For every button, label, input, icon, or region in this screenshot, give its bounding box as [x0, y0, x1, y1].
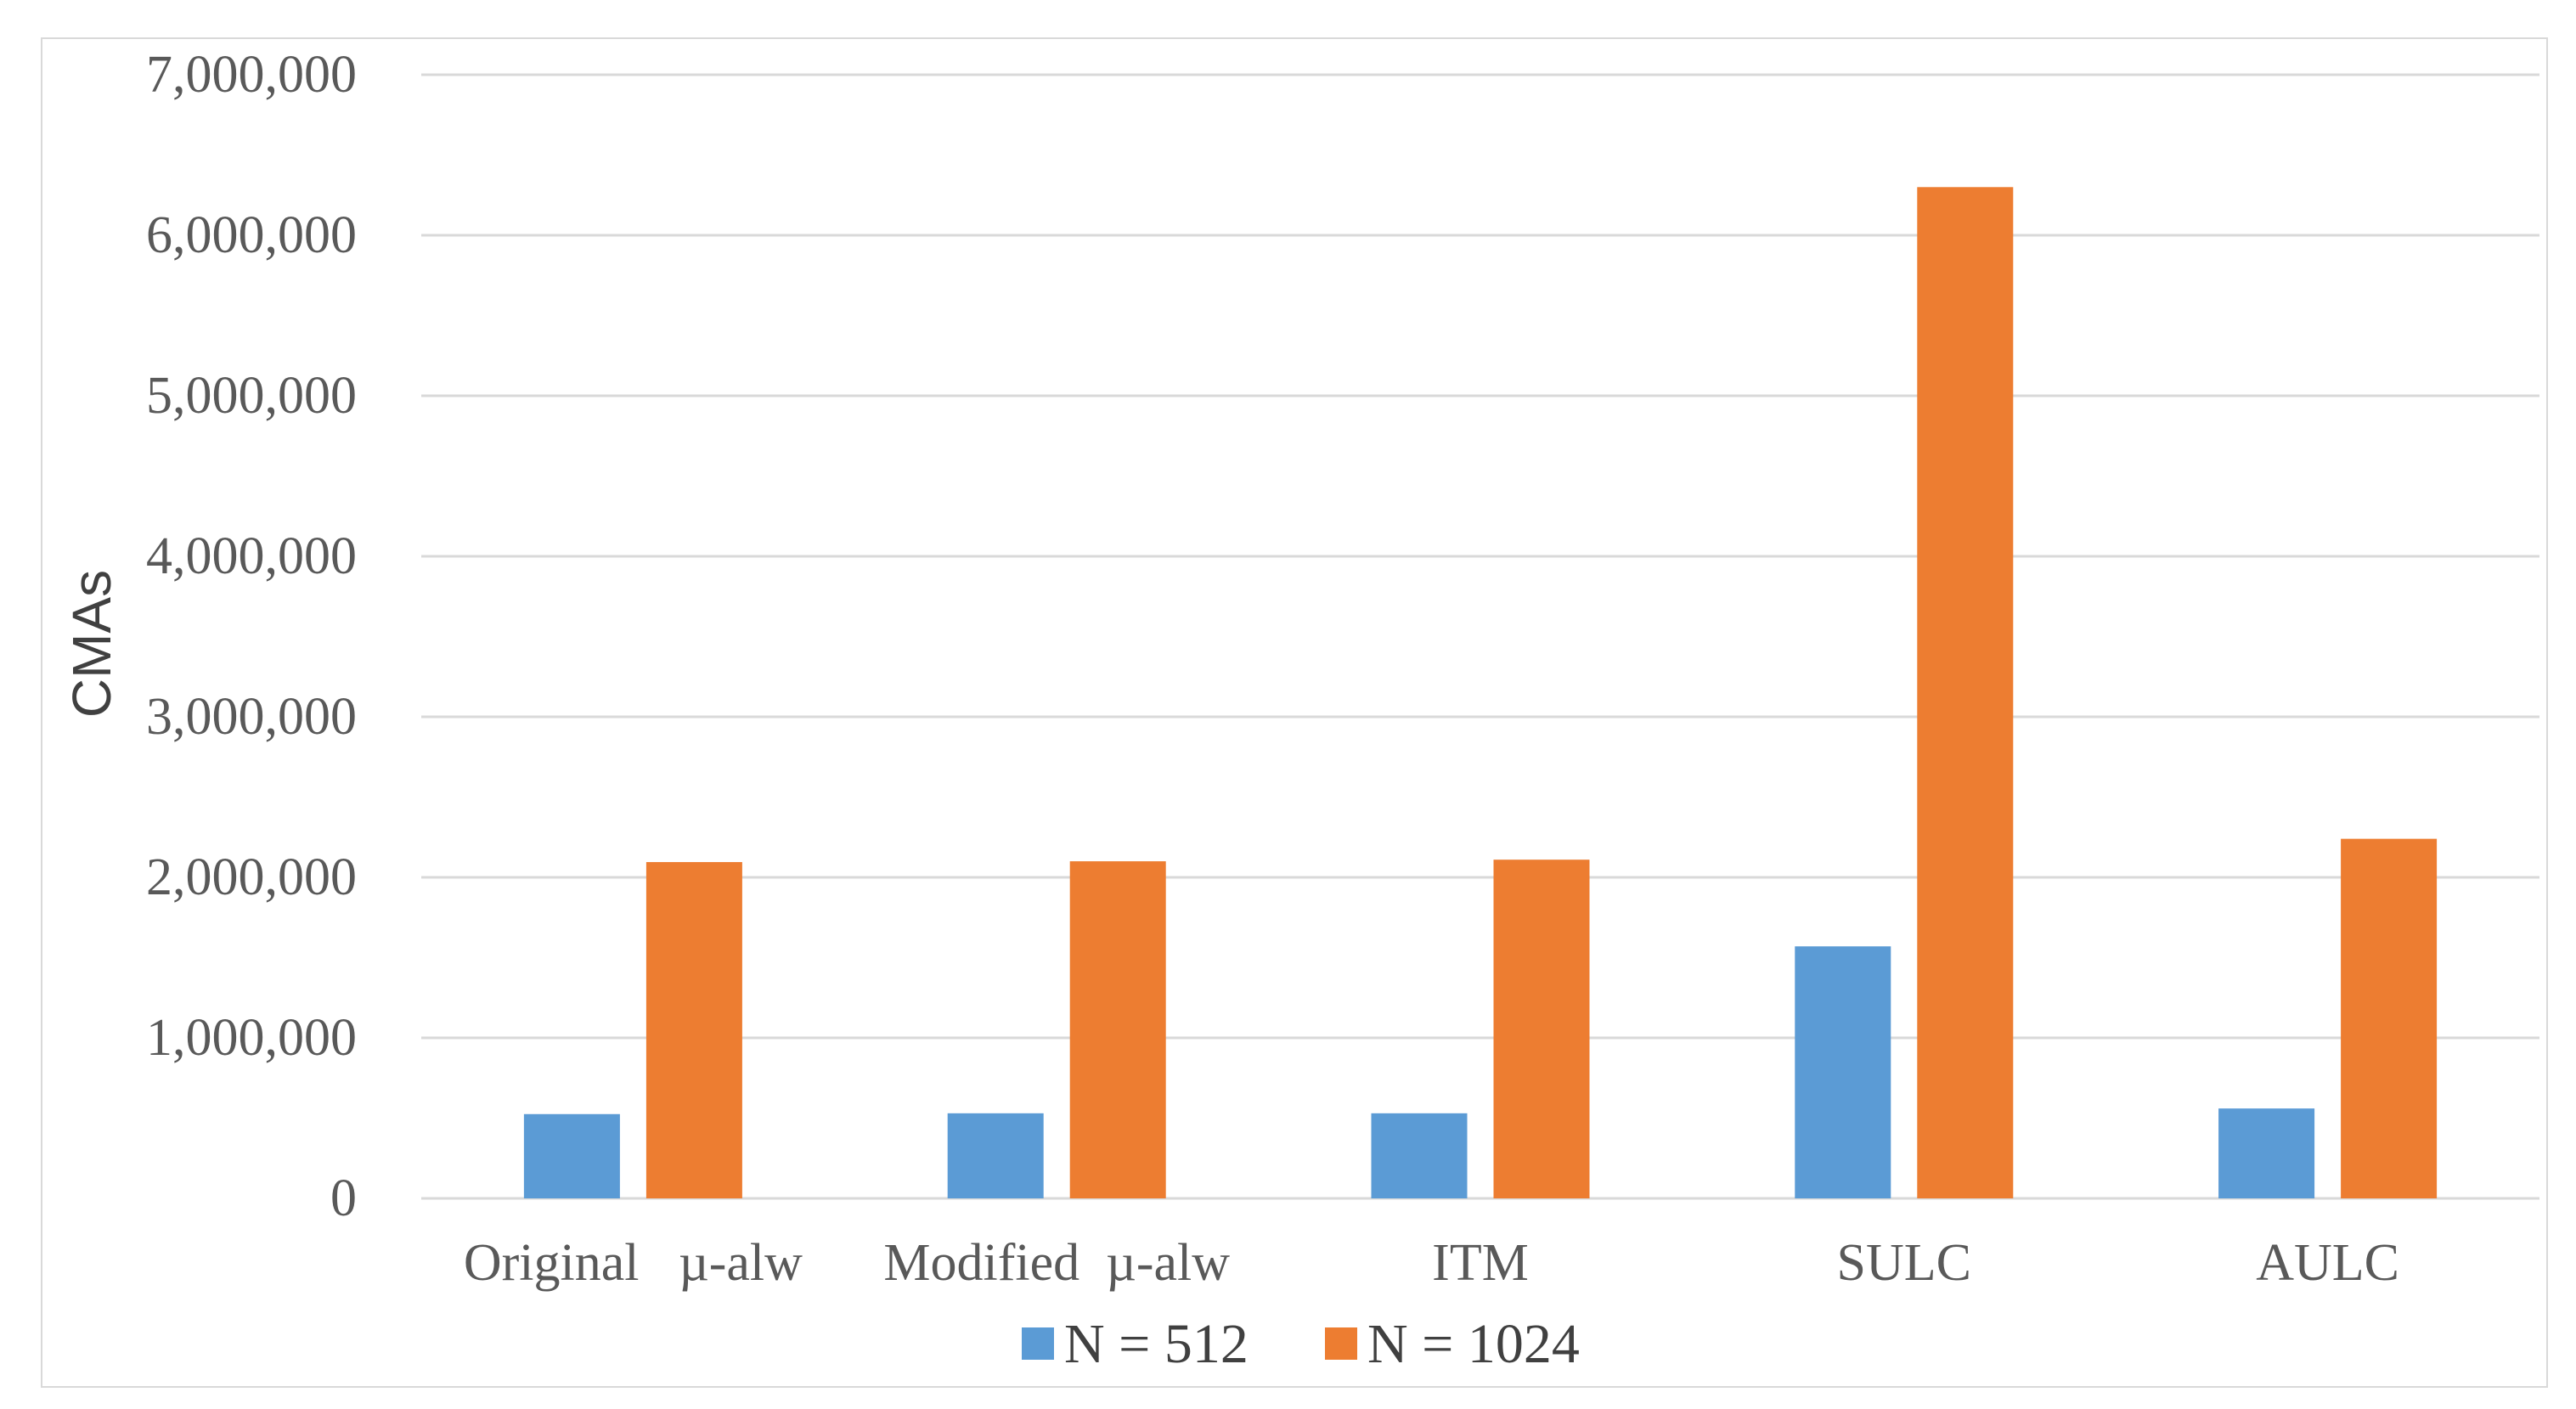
gridlines	[421, 73, 2539, 1200]
chart-frame	[41, 37, 2548, 1388]
x-category-label: ITM	[1432, 1234, 1529, 1292]
legend: N = 512 N = 1024	[1022, 1313, 1580, 1375]
legend-label: N = 1024	[1367, 1313, 1580, 1375]
bar-n1024	[2341, 838, 2438, 1198]
y-tick-label: 3,000,000	[146, 688, 357, 746]
bars	[523, 187, 2438, 1198]
bar-n1024	[1069, 861, 1166, 1198]
bar-n512	[523, 1113, 620, 1198]
bar-n512	[1795, 946, 1891, 1198]
legend-label: N = 512	[1064, 1313, 1249, 1375]
x-category-label: SULC	[1837, 1234, 1971, 1292]
bar-n512	[947, 1113, 1044, 1198]
y-tick-label: 2,000,000	[146, 848, 357, 906]
bar-n1024	[1917, 187, 2014, 1198]
y-tick-label: 1,000,000	[146, 1009, 357, 1067]
bar-n512	[2218, 1108, 2315, 1198]
y-tick-label: 4,000,000	[146, 527, 357, 585]
y-tick-label: 0	[330, 1169, 357, 1227]
bar-n512	[1371, 1113, 1468, 1198]
x-category-label: Original µ-alw	[464, 1234, 803, 1292]
x-category-label: Modified µ-alw	[883, 1234, 1230, 1292]
legend-swatch-n1024	[1325, 1327, 1357, 1360]
y-tick-label: 5,000,000	[146, 367, 357, 425]
y-tick-label: 6,000,000	[146, 206, 357, 264]
bar-n1024	[645, 862, 742, 1198]
y-axis-title: CMAs	[61, 570, 122, 718]
bar-n1024	[1493, 859, 1590, 1198]
x-category-label: AULC	[2256, 1234, 2399, 1292]
y-axis-tick-labels: 0 1,000,000 2,000,000 3,000,000 4,000,000 5,0…	[146, 46, 357, 1227]
legend-swatch-n512	[1022, 1327, 1054, 1360]
y-tick-label: 7,000,000	[146, 46, 357, 104]
x-axis-category-labels: Original µ-alw Modified µ-alw ITM SULC AULC	[464, 1234, 2399, 1292]
